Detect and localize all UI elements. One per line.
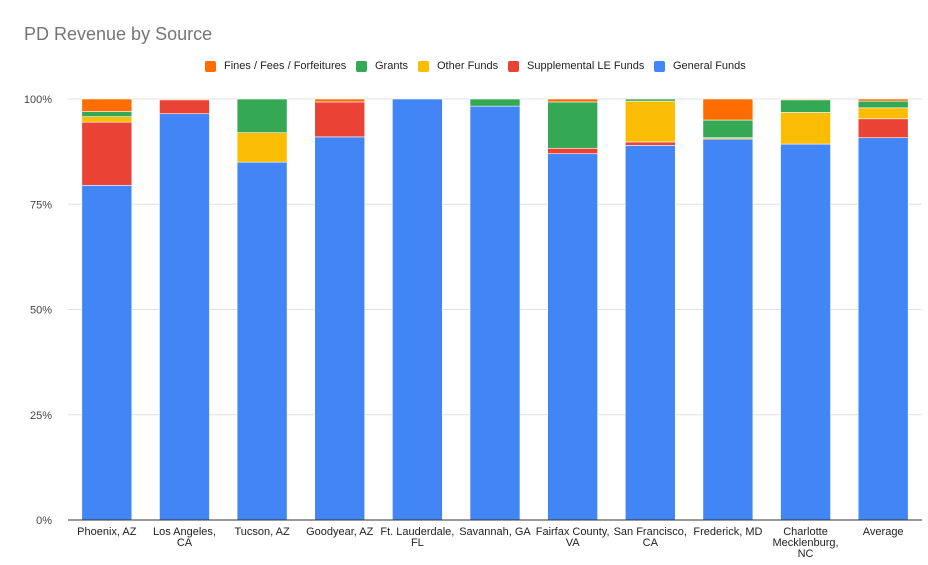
x-tick-label-line: Mecklenburg, xyxy=(773,537,839,549)
legend-item: Other Funds xyxy=(418,60,498,72)
x-tick-label: Los Angeles, CA xyxy=(153,526,216,549)
bar-segment-grants xyxy=(547,101,598,149)
bar-segment-general-funds xyxy=(314,136,366,521)
bar-segment-supplemental-le-funds xyxy=(857,118,909,139)
bar-segment-general-funds xyxy=(469,105,521,521)
legend-label: Fines / Fees / Forfeitures xyxy=(224,60,347,72)
x-tick-label-line: FL xyxy=(411,537,424,549)
x-tick-label: Tucson, AZ xyxy=(234,526,290,538)
bar-segment-supplemental-le-funds xyxy=(624,141,676,146)
legend-label: Supplemental LE Funds xyxy=(527,60,645,72)
y-tick-label: 50% xyxy=(30,305,52,317)
x-tick-label: Phoenix, AZ xyxy=(77,526,137,538)
x-tick-label-line: VA xyxy=(566,537,581,549)
bar-segment-other-funds xyxy=(624,100,676,143)
y-tick-label: 0% xyxy=(36,515,52,527)
x-tick-label-line: San Francisco, xyxy=(614,526,687,538)
bar-segment-general-funds xyxy=(547,153,598,521)
x-tick-label-line: Charlotte xyxy=(783,526,828,538)
bar-segment-general-funds xyxy=(702,138,754,521)
x-tick-label: Fairfax County, VA xyxy=(536,526,610,549)
bar-segment-general-funds xyxy=(857,137,909,521)
bar-segment-fines-fees-forfeitures xyxy=(857,98,909,102)
bar-segment-supplemental-le-funds xyxy=(547,147,598,155)
legend-swatch xyxy=(654,60,665,72)
bar-segment-other-funds xyxy=(857,107,909,120)
bar-segment-general-funds xyxy=(624,145,676,521)
bar-segment-grants xyxy=(624,98,676,102)
bar-segment-general-funds xyxy=(236,161,288,521)
x-tick-label: Ft. Lauderdale, FL xyxy=(380,526,454,549)
x-tick-label-line: Ft. Lauderdale, xyxy=(380,526,454,538)
bar-segment-supplemental-le-funds xyxy=(81,121,133,186)
x-tick-label-line: CA xyxy=(643,537,659,549)
x-tick-label-line: Fairfax County, xyxy=(536,526,610,538)
x-tick-label: Savannah, GA xyxy=(459,526,531,538)
bar-segment-grants xyxy=(702,119,754,139)
bar-segment-fines-fees-forfeitures xyxy=(314,98,366,103)
chart-legend: Fines / Fees / Forfeitures Grants Other Fu… xyxy=(0,60,928,78)
bar-segment-general-funds xyxy=(159,113,210,521)
bar-segment-fines-fees-forfeitures xyxy=(780,98,831,101)
bar-segment-grants xyxy=(469,98,521,107)
x-tick-label: Goodyear, AZ xyxy=(306,526,374,538)
legend-swatch xyxy=(418,60,429,72)
bar-segment-fines-fees-forfeitures xyxy=(702,98,754,121)
legend-item: General Funds xyxy=(654,60,746,72)
x-tick-label: Charlotte Mecklenburg, NC xyxy=(773,526,839,560)
legend-swatch xyxy=(205,60,216,72)
bar-segment-other-funds xyxy=(236,132,288,163)
bar-segment-grants xyxy=(780,99,831,113)
chart-title: PD Revenue by Source xyxy=(24,24,213,44)
x-tick-label-line: Frederick, MD xyxy=(693,526,762,538)
x-tick-label: Average xyxy=(863,526,904,538)
bar-segment-general-funds xyxy=(392,98,443,521)
x-tick-label: Frederick, MD xyxy=(693,526,762,538)
bar-segment-supplemental-le-funds xyxy=(314,101,366,138)
legend-swatch xyxy=(508,60,519,72)
y-tick-label: 25% xyxy=(30,410,52,422)
x-tick-label-line: Savannah, GA xyxy=(459,526,531,538)
x-tick-label-line: Phoenix, AZ xyxy=(77,526,137,538)
legend-label: Other Funds xyxy=(437,60,499,72)
x-tick-label-line: CA xyxy=(177,537,193,549)
bar-segment-general-funds xyxy=(780,143,831,521)
bar-segment-general-funds xyxy=(81,185,133,521)
bar-segment-fines-fees-forfeitures xyxy=(81,98,133,112)
y-tick-label: 75% xyxy=(30,199,52,211)
x-tick-label-line: Average xyxy=(863,526,904,538)
legend-label: Grants xyxy=(375,60,409,72)
legend-swatch xyxy=(356,60,367,72)
bar-segment-fines-fees-forfeitures xyxy=(547,98,598,103)
bar-segment-supplemental-le-funds xyxy=(159,99,210,115)
legend-item: Fines / Fees / Forfeitures xyxy=(205,60,346,72)
x-tick-label-line: Tucson, AZ xyxy=(234,526,290,538)
x-tick-label-line: Goodyear, AZ xyxy=(306,526,374,538)
legend-label: General Funds xyxy=(673,60,746,72)
x-tick-label-line: Los Angeles, xyxy=(153,526,216,538)
bar-segment-grants xyxy=(857,100,909,109)
x-tick-label: San Francisco, CA xyxy=(614,526,687,549)
bar-segment-grants xyxy=(81,111,133,117)
bar-segment-grants xyxy=(236,98,288,133)
bar-segment-other-funds xyxy=(780,112,831,145)
y-tick-label: 100% xyxy=(24,94,52,106)
legend-item: Supplemental LE Funds xyxy=(508,60,644,72)
bar-segment-fines-fees-forfeitures xyxy=(159,98,210,101)
legend-item: Grants xyxy=(356,60,408,72)
bar-segment-other-funds xyxy=(81,116,133,123)
x-tick-label-line: NC xyxy=(798,548,814,560)
